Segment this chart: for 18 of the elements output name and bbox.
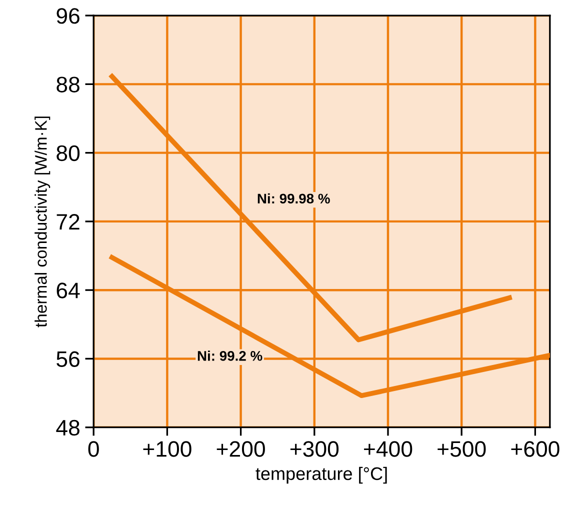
x-tick-label: 0 (88, 441, 99, 457)
x-tick-label: +300 (290, 441, 339, 457)
series-label: Ni: 99.98 % (258, 193, 330, 204)
x-tick-label: +400 (364, 441, 412, 457)
y-tick-label: 56 (56, 351, 80, 367)
y-tick-label: 96 (56, 8, 80, 24)
series-label: Ni: 99.2 % (198, 350, 262, 361)
y-tick-label: 72 (56, 214, 80, 230)
x-tick-label: +500 (438, 441, 486, 457)
x-tick-label: +600 (511, 441, 560, 457)
y-tick-label: 48 (56, 420, 80, 436)
y-tick-label: 80 (56, 145, 80, 162)
x-tick-label: +100 (143, 441, 192, 457)
y-tick-label: 64 (56, 282, 80, 298)
x-axis-title: temperature [°C] (256, 466, 387, 484)
y-tick-label: 88 (56, 76, 80, 92)
x-tick-label: +200 (216, 441, 265, 457)
y-axis-title: thermal conductivity [W/m·K] (34, 116, 50, 328)
